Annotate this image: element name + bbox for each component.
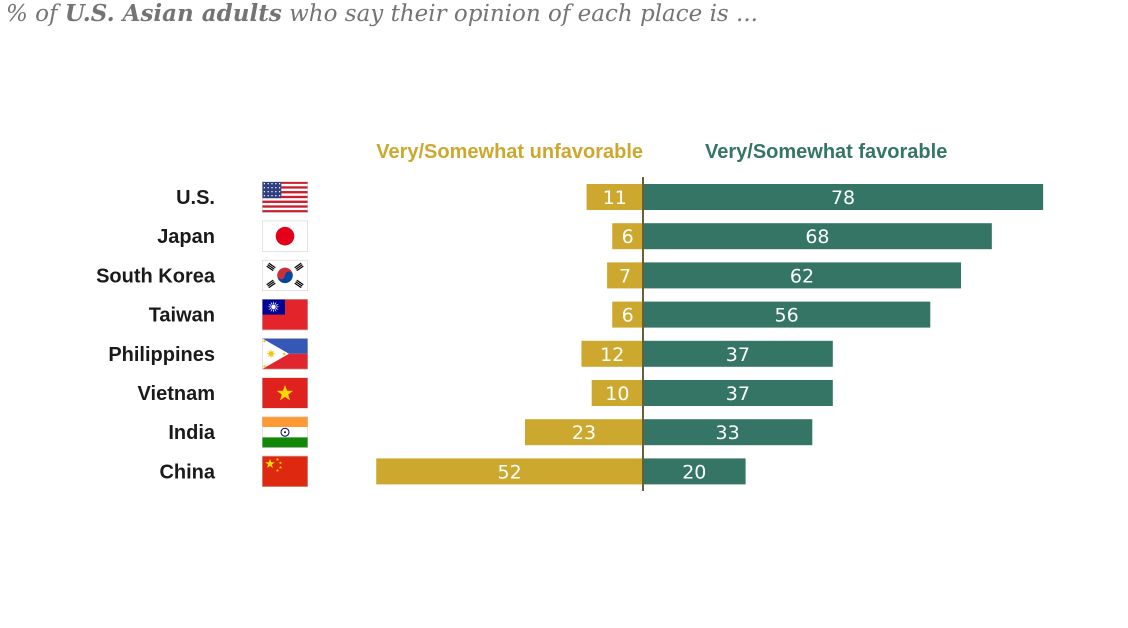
japan-flag-icon (262, 220, 308, 252)
subtitle-prefix: % of (6, 1, 65, 27)
vietnam-flag-icon (262, 377, 308, 409)
favorable-bar (643, 223, 992, 250)
favorable-bar (643, 380, 833, 406)
favorable-bar (643, 419, 813, 446)
category-label: U.S. (176, 187, 215, 209)
chart-row: Japan 6 68 (157, 220, 992, 252)
category-label: Philippines (108, 344, 215, 366)
favorable-bar (643, 340, 833, 367)
unfavorable-value-label: 12 (600, 344, 624, 366)
chart-row: U.S. 11 78 (176, 181, 1044, 213)
favorable-bar (643, 458, 746, 485)
legend-unfavorable: Very/Somewhat unfavorable (376, 141, 643, 163)
favorable-bar (643, 262, 962, 289)
favorable-value-label: 78 (831, 187, 855, 209)
india-flag-icon (262, 416, 308, 448)
subtitle-emphasis: U.S. Asian adults (64, 0, 282, 27)
favorable-value-label: 37 (726, 344, 750, 366)
chart-row: China 52 20 (159, 455, 746, 487)
unfavorable-value-label: 52 (498, 461, 522, 483)
unfavorable-value-label: 23 (572, 422, 596, 444)
chart-row: South Korea 7 62 (96, 259, 962, 291)
category-label: Vietnam (138, 383, 215, 405)
unfavorable-bar (591, 380, 643, 406)
category-label: China (159, 461, 215, 483)
unfavorable-bar (607, 262, 643, 289)
subtitle-suffix: who say their opinion of each place is .… (281, 1, 758, 27)
unfavorable-value-label: 7 (619, 265, 631, 287)
philippines-flag-icon (262, 338, 308, 370)
favorable-value-label: 33 (716, 422, 740, 444)
favorable-value-label: 37 (726, 383, 750, 405)
favorable-value-label: 56 (775, 305, 799, 327)
unfavorable-value-label: 10 (605, 383, 629, 405)
us-flag-icon (262, 181, 308, 213)
chart-subtitle: % of U.S. Asian adults who say their opi… (6, 0, 758, 27)
unfavorable-bar (525, 419, 643, 446)
china-flag-icon (262, 455, 308, 487)
category-label: Taiwan (149, 305, 215, 327)
chart-row: Vietnam 10 37 (138, 377, 833, 409)
unfavorable-bar (376, 458, 643, 485)
legend-favorable: Very/Somewhat favorable (705, 141, 947, 163)
chart-row: India 23 33 (168, 416, 813, 448)
taiwan-flag-icon (262, 299, 308, 331)
favorable-value-label: 20 (682, 461, 706, 483)
favorable-value-label: 68 (805, 226, 829, 248)
unfavorable-value-label: 6 (622, 305, 634, 327)
chart-row: Philippines 12 37 (108, 338, 833, 370)
unfavorable-bar (612, 223, 643, 250)
south-korea-flag-icon (262, 259, 308, 291)
unfavorable-bar (612, 301, 643, 328)
category-label: South Korea (96, 265, 216, 287)
unfavorable-value-label: 11 (603, 187, 627, 209)
unfavorable-bar (581, 340, 643, 367)
unfavorable-bar (586, 184, 643, 210)
category-label: India (168, 422, 216, 444)
unfavorable-value-label: 6 (622, 226, 634, 248)
category-label: Japan (157, 226, 215, 248)
chart-row: Taiwan 6 56 (149, 299, 931, 331)
favorable-value-label: 62 (790, 265, 814, 287)
favorable-bar (643, 184, 1044, 210)
favorable-bar (643, 301, 931, 328)
